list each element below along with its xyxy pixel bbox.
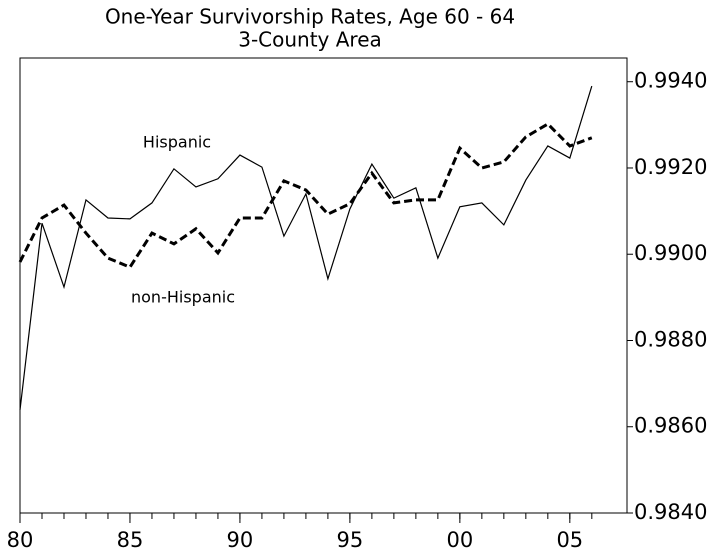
series-label: non-Hispanic	[131, 288, 235, 307]
series-line	[18, 122, 593, 270]
series-label: Hispanic	[143, 133, 211, 152]
y-tick-label: 0.9900	[634, 241, 707, 265]
y-tick-label: 0.9840	[634, 500, 707, 524]
y-tick-label: 0.9880	[634, 327, 707, 351]
plot-frame	[19, 57, 628, 514]
series-line	[19, 85, 593, 410]
chart-subtitle: 3-County Area	[238, 28, 382, 52]
y-tick-label: 0.9860	[634, 414, 707, 438]
x-tick-label: 05	[556, 528, 583, 552]
y-tick-label: 0.9940	[634, 69, 707, 93]
x-tick-label: 85	[117, 528, 144, 552]
chart-title: One-Year Survivorship Rates, Age 60 - 64	[105, 5, 515, 29]
x-tick-label: 95	[337, 528, 364, 552]
x-tick-label: 80	[7, 528, 34, 552]
x-tick-label: 90	[227, 528, 254, 552]
y-tick-label: 0.9920	[634, 155, 707, 179]
x-tick-label: 00	[446, 528, 473, 552]
